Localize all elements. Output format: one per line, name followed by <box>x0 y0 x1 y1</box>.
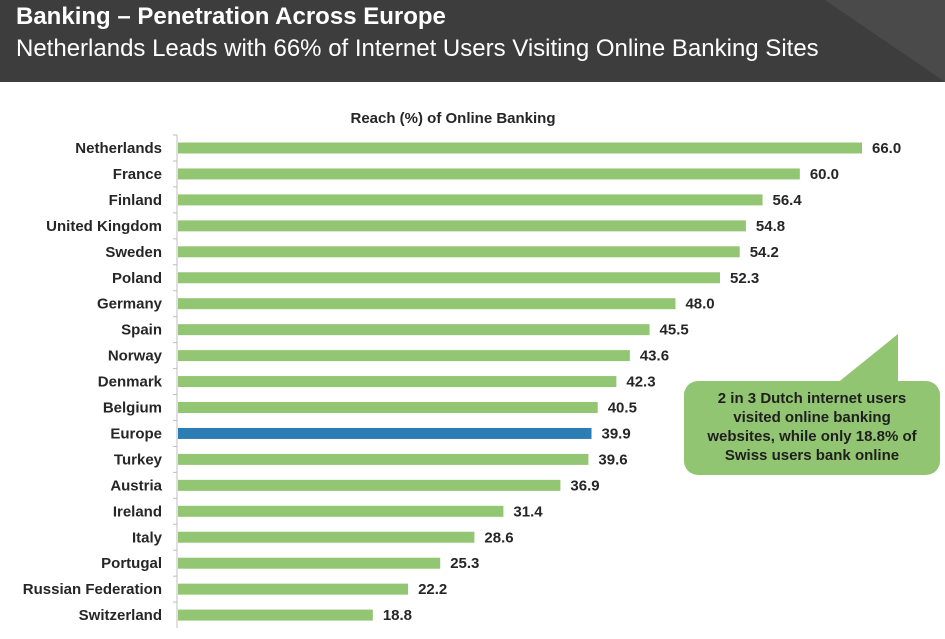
bar <box>178 194 763 206</box>
bar <box>178 350 630 362</box>
bar <box>178 557 441 569</box>
value-label: 52.3 <box>730 270 759 287</box>
bar <box>178 272 721 284</box>
category-label: Russian Federation <box>23 581 162 598</box>
value-label: 28.6 <box>484 529 513 546</box>
value-label: 22.2 <box>418 581 447 598</box>
bar <box>178 324 650 336</box>
category-label: Poland <box>112 270 162 287</box>
category-label: Austria <box>110 477 162 494</box>
value-label: 36.9 <box>570 477 599 494</box>
bar <box>178 402 598 413</box>
category-label: Spain <box>121 322 162 339</box>
category-label: Germany <box>97 296 163 313</box>
category-label: United Kingdom <box>46 218 162 235</box>
category-label: Denmark <box>98 374 163 391</box>
bar <box>178 609 373 621</box>
category-label: Portugal <box>101 555 162 572</box>
bar <box>178 505 504 517</box>
category-label: Europe <box>110 425 162 442</box>
value-label: 66.0 <box>872 140 901 157</box>
page-subtitle: Netherlands Leads with 66% of Internet U… <box>16 35 819 62</box>
bar <box>178 479 561 491</box>
category-label: Switzerland <box>79 607 162 624</box>
bar <box>178 583 409 595</box>
bar <box>178 453 589 465</box>
value-label: 18.8 <box>383 607 412 624</box>
bar <box>178 376 617 388</box>
value-label: 45.5 <box>660 322 689 339</box>
category-label: Netherlands <box>75 140 162 157</box>
value-label: 39.9 <box>602 425 631 442</box>
bar <box>178 220 746 232</box>
category-label: Sweden <box>105 244 162 261</box>
value-label: 42.3 <box>626 374 655 391</box>
value-label: 48.0 <box>685 296 714 313</box>
category-label: Turkey <box>114 451 163 468</box>
value-label: 25.3 <box>450 555 479 572</box>
value-label: 31.4 <box>513 503 543 520</box>
value-label: 54.2 <box>750 244 779 261</box>
category-label: Belgium <box>103 400 162 417</box>
callout-box: 2 in 3 Dutch internet users visited onli… <box>684 381 940 475</box>
bar <box>178 168 800 180</box>
header-banner: Banking – Penetration Across Europe Neth… <box>0 0 945 82</box>
chart-title: Reach (%) of Online Banking <box>350 110 555 127</box>
bar <box>178 142 862 154</box>
value-label: 43.6 <box>640 348 669 365</box>
bar-highlight <box>178 427 592 439</box>
value-label: 40.5 <box>608 400 637 417</box>
category-label: Finland <box>109 192 162 209</box>
callout-tail <box>836 334 898 384</box>
page-title: Banking – Penetration Across Europe <box>16 3 446 30</box>
value-label: 39.6 <box>598 451 627 468</box>
bar <box>178 298 676 310</box>
value-label: 60.0 <box>810 166 839 183</box>
bar <box>178 246 740 258</box>
category-label: Norway <box>108 348 163 365</box>
value-label: 56.4 <box>773 192 803 209</box>
category-label: France <box>113 166 162 183</box>
category-label: Italy <box>132 529 163 546</box>
value-label: 54.8 <box>756 218 785 235</box>
bar <box>178 531 475 543</box>
category-label: Ireland <box>113 503 162 520</box>
header-facet <box>825 0 945 82</box>
